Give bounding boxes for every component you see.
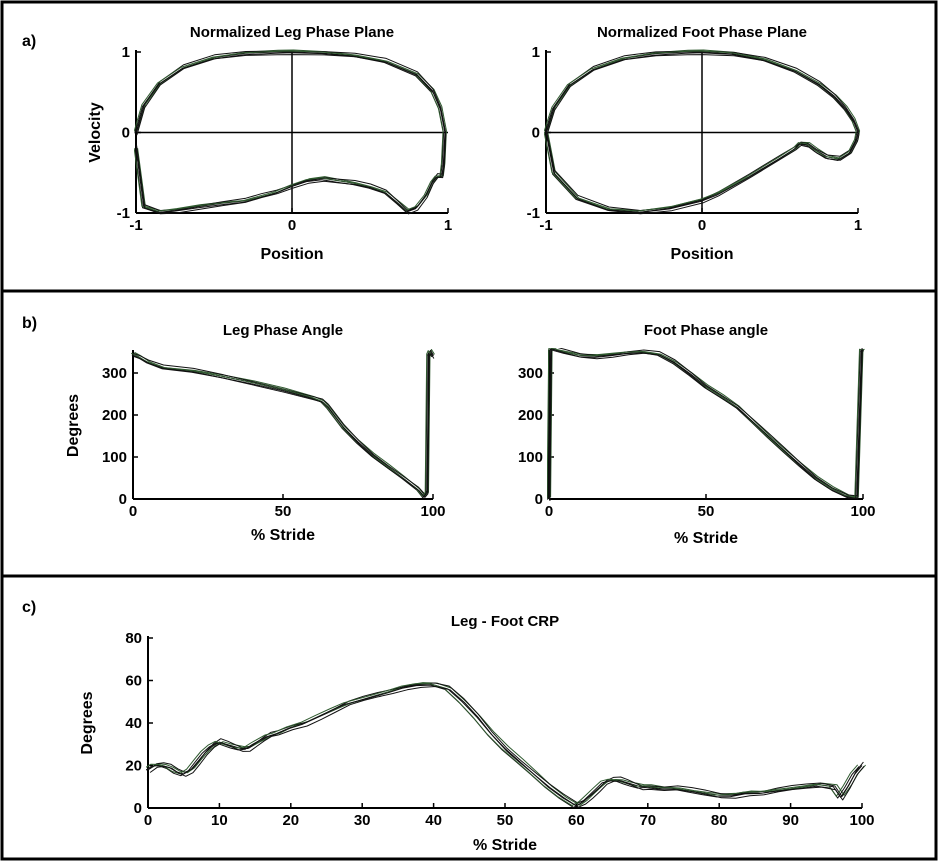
x-tick-label: 100 — [420, 503, 445, 520]
stride-trace — [149, 682, 864, 804]
trace-group — [134, 49, 447, 215]
x-tick-label: 0 — [545, 503, 553, 520]
chart-title: Normalized Foot Phase Plane — [597, 24, 807, 41]
leg-phase-plane-chart: Normalized Leg Phase Plane -1 0 1 -1 0 1 Positi… — [87, 24, 452, 263]
x-tick-label: -1 — [539, 217, 552, 234]
trace-group — [547, 348, 865, 501]
stride-trace — [546, 50, 860, 211]
x-tick-label: 50 — [698, 503, 715, 520]
stride-trace — [550, 348, 865, 498]
x-axis-label: % Stride — [674, 530, 738, 547]
panel-label-a: a) — [22, 33, 36, 50]
y-tick-label: 200 — [518, 407, 543, 424]
y-axis-label: Degrees — [65, 394, 82, 457]
stride-trace — [147, 684, 863, 807]
stride-trace — [131, 350, 432, 497]
y-tick-label: -1 — [527, 205, 540, 222]
y-tick-label: -1 — [117, 205, 130, 222]
trace-group — [544, 49, 861, 215]
y-tick-label: 60 — [125, 673, 142, 690]
y-tick-label: 80 — [125, 630, 142, 647]
y-tick-label: 100 — [518, 449, 543, 466]
stride-trace — [549, 348, 863, 499]
stride-trace — [137, 49, 447, 212]
y-tick-label: 300 — [518, 365, 543, 382]
x-tick-label: 90 — [782, 812, 799, 829]
x-axis-label: Position — [260, 246, 323, 263]
stride-trace — [132, 350, 434, 498]
stride-trace — [146, 683, 859, 807]
x-tick-label: 100 — [849, 812, 874, 829]
x-tick-label: 100 — [850, 503, 875, 520]
x-tick-label: -1 — [129, 217, 142, 234]
x-tick-label: 1 — [854, 217, 862, 234]
y-axis-label: Degrees — [79, 691, 96, 754]
stride-trace — [133, 349, 435, 495]
x-tick-label: 70 — [639, 812, 656, 829]
stride-trace — [546, 54, 860, 215]
y-tick-label: 300 — [102, 365, 127, 382]
foot-phase-angle-chart: Foot Phase angle 0 50 100 0 100 200 300 % Stride — [518, 322, 876, 547]
foot-phase-plane-chart: Normalized Foot Phase Plane -1 0 1 -1 0 1 Posit… — [527, 24, 863, 263]
x-tick-label: 80 — [711, 812, 728, 829]
stride-trace — [149, 686, 865, 808]
x-tick-label: 50 — [275, 503, 292, 520]
stride-trace — [133, 353, 435, 498]
y-tick-label: 20 — [125, 758, 142, 775]
x-tick-label: 40 — [425, 812, 442, 829]
chart-title: Leg - Foot CRP — [451, 613, 559, 630]
x-axis-label: Position — [670, 246, 733, 263]
stride-trace — [151, 682, 866, 806]
x-axis-label: % Stride — [251, 527, 315, 544]
x-tick-label: 0 — [129, 503, 137, 520]
y-tick-label: 0 — [535, 491, 543, 508]
y-tick-label: 200 — [102, 407, 127, 424]
y-tick-label: 1 — [122, 44, 130, 61]
x-tick-label: 0 — [144, 812, 152, 829]
x-tick-label: 10 — [211, 812, 228, 829]
x-tick-label: 50 — [497, 812, 514, 829]
panel-label-c: c) — [22, 599, 36, 616]
stride-trace — [131, 351, 433, 499]
leg-foot-crp-chart: Leg - Foot CRP 0 10 20 30 40 50 60 70 80 90 100 0 20 4… — [79, 613, 875, 854]
stride-trace — [545, 51, 859, 213]
x-tick-label: 1 — [444, 217, 452, 234]
leg-phase-angle-chart: Leg Phase Angle 0 50 100 0 100 200 300 % Stride D… — [65, 322, 446, 544]
y-axis-label: Velocity — [87, 102, 104, 163]
stride-trace — [547, 49, 861, 212]
x-tick-label: 0 — [698, 217, 706, 234]
trace-group — [131, 349, 435, 499]
stride-trace — [134, 349, 435, 497]
y-tick-label: 1 — [532, 44, 540, 61]
panel-label-b: b) — [22, 315, 37, 332]
x-tick-label: 60 — [568, 812, 585, 829]
chart-title: Foot Phase angle — [644, 322, 768, 339]
y-tick-label: 0 — [532, 125, 540, 142]
chart-title: Normalized Leg Phase Plane — [190, 24, 394, 41]
x-tick-label: 20 — [282, 812, 299, 829]
y-tick-label: 0 — [134, 800, 142, 817]
trace-group — [146, 682, 866, 808]
stride-trace — [544, 50, 857, 212]
y-tick-label: 40 — [125, 715, 142, 732]
stride-trace — [136, 54, 447, 215]
stride-trace — [549, 348, 865, 501]
x-tick-label: 30 — [354, 812, 371, 829]
chart-title: Leg Phase Angle — [223, 322, 343, 339]
x-axis-label: % Stride — [473, 837, 537, 854]
y-tick-label: 0 — [119, 491, 127, 508]
y-tick-label: 100 — [102, 449, 127, 466]
y-tick-label: 0 — [122, 125, 130, 142]
x-tick-label: 0 — [288, 217, 296, 234]
stride-trace — [134, 50, 444, 212]
